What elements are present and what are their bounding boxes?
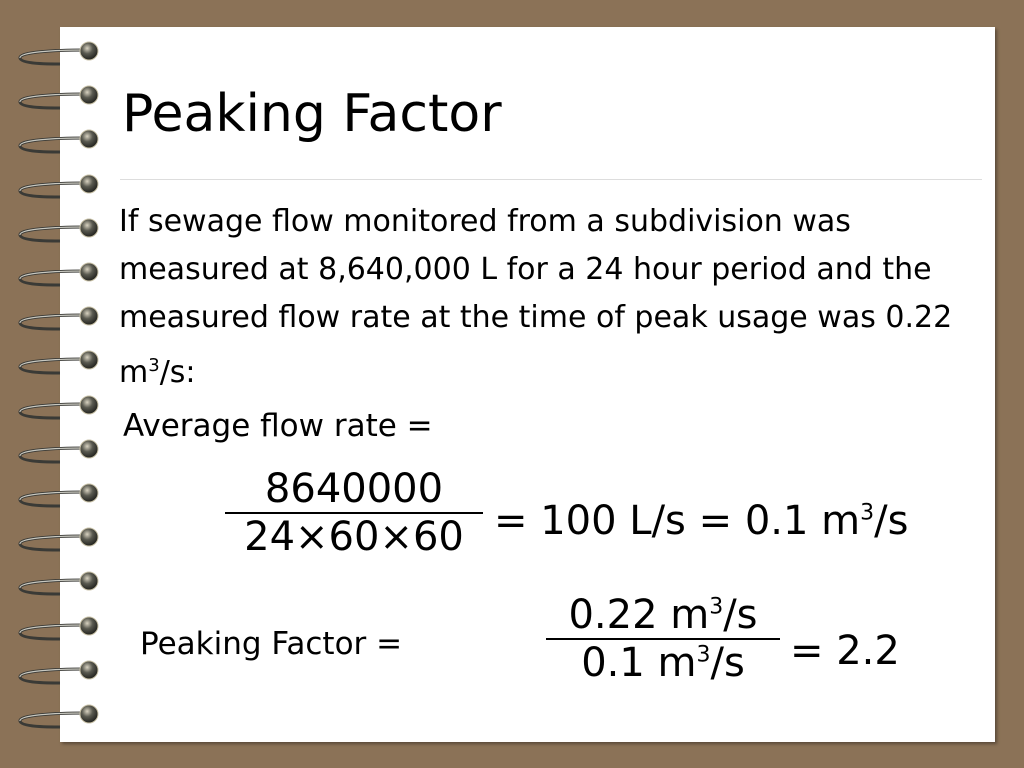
average-flow-fraction: 8640000 24×60×60 bbox=[225, 466, 483, 560]
spiral-ring-icon bbox=[14, 613, 104, 643]
problem-text-end: /s: bbox=[159, 355, 196, 390]
problem-text-main: If sewage flow monitored from a subdivis… bbox=[119, 204, 953, 390]
slide-title: Peaking Factor bbox=[122, 84, 502, 144]
spiral-ring-icon bbox=[14, 436, 104, 466]
superscript: 3 bbox=[148, 355, 160, 376]
fraction-bar bbox=[225, 512, 483, 514]
spiral-ring-icon bbox=[14, 568, 104, 598]
numerator-value: 0.22 m bbox=[568, 592, 710, 638]
average-flow-result: = 100 L/s = 0.1 m3/s bbox=[494, 498, 908, 544]
title-divider bbox=[120, 179, 982, 180]
superscript: 3 bbox=[860, 500, 875, 526]
spiral-ring-icon bbox=[14, 701, 104, 731]
result-unit: /s bbox=[874, 498, 909, 544]
denominator: 24×60×60 bbox=[244, 514, 464, 560]
spiral-ring-icon bbox=[14, 347, 104, 377]
slide-paper bbox=[60, 27, 995, 742]
peaking-factor-result: = 2.2 bbox=[790, 628, 900, 674]
denominator-value: 0.1 m bbox=[581, 640, 697, 686]
spiral-ring-icon bbox=[14, 82, 104, 112]
spiral-ring-icon bbox=[14, 303, 104, 333]
denominator: 0.1 m3/s bbox=[546, 640, 780, 686]
spiral-ring-icon bbox=[14, 480, 104, 510]
numerator: 0.22 m3/s bbox=[546, 592, 780, 638]
spiral-ring-icon bbox=[14, 392, 104, 422]
spiral-ring-icon bbox=[14, 215, 104, 245]
spiral-ring-icon bbox=[14, 524, 104, 554]
numerator: 8640000 bbox=[264, 466, 444, 512]
superscript: 3 bbox=[696, 642, 711, 668]
spiral-ring-icon bbox=[14, 657, 104, 687]
spiral-ring-icon bbox=[14, 259, 104, 289]
spiral-ring-icon bbox=[14, 126, 104, 156]
numerator-unit: /s bbox=[723, 592, 758, 638]
peaking-factor-fraction: 0.22 m3/s 0.1 m3/s bbox=[546, 592, 780, 686]
result-text: = 100 L/s = 0.1 m bbox=[494, 498, 861, 544]
fraction-bar bbox=[546, 638, 780, 640]
superscript: 3 bbox=[709, 594, 724, 620]
problem-text: If sewage flow monitored from a subdivis… bbox=[119, 198, 999, 397]
peaking-factor-label: Peaking Factor = bbox=[140, 626, 403, 662]
denominator-unit: /s bbox=[710, 640, 745, 686]
average-flow-label: Average flow rate = bbox=[123, 408, 433, 444]
spiral-ring-icon bbox=[14, 38, 104, 68]
spiral-ring-icon bbox=[14, 171, 104, 201]
